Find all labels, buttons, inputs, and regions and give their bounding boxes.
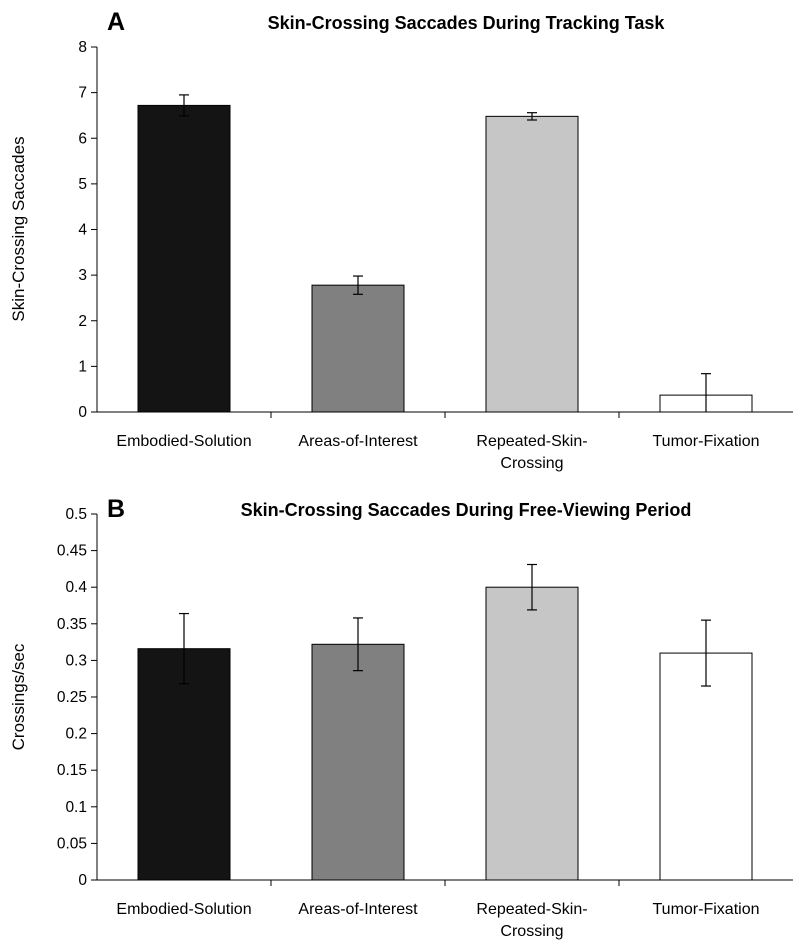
bar [137, 648, 231, 881]
x-category-label: Embodied-Solution [116, 433, 251, 450]
y-axis-label: Skin-Crossing Saccades [9, 136, 28, 321]
panel-label: A [107, 8, 125, 36]
y-tick-label: 0.4 [65, 579, 87, 596]
y-tick-label: 0.5 [65, 506, 87, 523]
y-tick-label: 8 [78, 39, 87, 56]
y-tick-label: 0.35 [57, 616, 87, 633]
bar [485, 586, 579, 881]
x-category-label: Repeated-Skin- [476, 901, 587, 918]
y-axis-label: Crossings/sec [9, 643, 28, 750]
y-tick-label: 2 [78, 313, 87, 330]
x-category-label: Crossing [500, 455, 563, 472]
bar [485, 115, 579, 413]
x-category-label: Areas-of-Interest [298, 433, 418, 450]
y-tick-label: 7 [78, 85, 87, 102]
y-tick-label: 5 [78, 176, 87, 193]
y-tick-label: 3 [78, 267, 87, 284]
bar [311, 643, 405, 881]
y-tick-label: 0.25 [57, 689, 87, 706]
x-category-label: Embodied-Solution [116, 901, 251, 918]
x-category-label: Tumor-Fixation [653, 433, 760, 450]
x-category-label: Repeated-Skin- [476, 433, 587, 450]
x-category-label: Areas-of-Interest [298, 901, 418, 918]
chart-panel-a: A Skin-Crossing Saccades During Tracking … [9, 8, 793, 472]
x-category-label: Tumor-Fixation [653, 901, 760, 918]
bar [137, 104, 231, 413]
y-tick-label: 0 [78, 872, 87, 889]
y-tick-label: 0.15 [57, 762, 87, 779]
x-category-label: Crossing [500, 923, 563, 940]
y-tick-label: 0.05 [57, 835, 87, 852]
chart-panel-b: B Skin-Crossing Saccades During Free-View… [9, 495, 793, 940]
y-tick-label: 1 [78, 358, 87, 375]
y-tick-label: 4 [78, 222, 87, 239]
y-tick-label: 0.2 [65, 726, 87, 743]
panel-label: B [107, 495, 125, 523]
y-tick-label: 6 [78, 130, 87, 147]
y-tick-label: 0.3 [65, 652, 87, 669]
bar [311, 284, 405, 413]
y-tick-label: 0.1 [65, 799, 87, 816]
y-tick-label: 0 [78, 404, 87, 421]
chart-title: Skin-Crossing Saccades During Tracking T… [268, 13, 666, 33]
y-tick-label: 0.45 [57, 543, 87, 560]
bar [659, 652, 753, 881]
chart-title: Skin-Crossing Saccades During Free-Viewi… [241, 500, 692, 520]
